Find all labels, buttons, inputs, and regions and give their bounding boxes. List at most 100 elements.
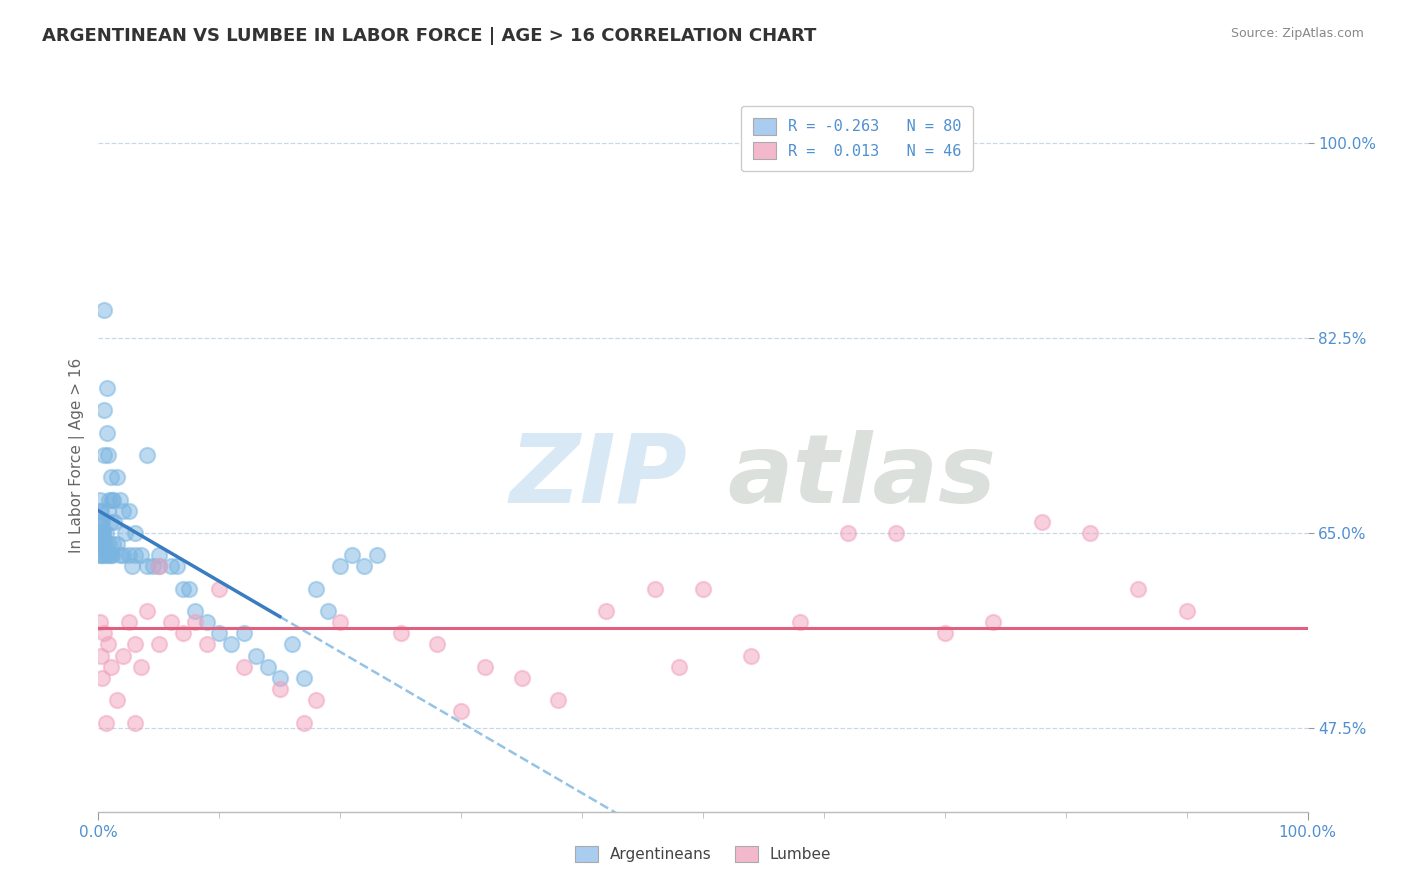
Y-axis label: In Labor Force | Age > 16: In Labor Force | Age > 16 <box>69 358 84 552</box>
Point <box>101 537 124 551</box>
Point <box>91 526 114 541</box>
Point <box>96 381 118 395</box>
Point <box>90 548 112 563</box>
Point <box>89 515 111 529</box>
Point <box>389 626 412 640</box>
Point <box>97 637 120 651</box>
Point <box>108 492 131 507</box>
Point <box>94 715 117 730</box>
Point <box>94 537 117 551</box>
Point <box>91 537 114 551</box>
Point <box>91 671 114 685</box>
Point <box>91 548 114 563</box>
Point <box>93 403 115 417</box>
Point <box>595 604 617 618</box>
Point <box>256 660 278 674</box>
Point <box>184 615 207 630</box>
Text: ZIP: ZIP <box>509 430 688 523</box>
Point <box>305 693 328 707</box>
Point <box>91 537 114 551</box>
Point <box>91 537 114 551</box>
Point <box>111 648 134 663</box>
Point <box>97 448 120 462</box>
Point <box>118 503 141 517</box>
Point <box>89 492 111 507</box>
Point <box>100 660 122 674</box>
Point <box>105 693 128 707</box>
Point <box>90 526 112 541</box>
Point <box>342 548 364 563</box>
Point <box>135 448 157 462</box>
Point <box>1128 582 1150 596</box>
Point <box>100 515 122 529</box>
Point <box>148 548 170 563</box>
Point <box>740 648 762 663</box>
Point <box>135 604 157 618</box>
Point <box>90 515 112 529</box>
Point <box>118 615 141 630</box>
Point <box>94 548 117 563</box>
Point <box>89 515 111 529</box>
Point <box>172 582 194 596</box>
Point <box>329 615 352 630</box>
Point <box>91 526 114 541</box>
Point <box>89 526 111 541</box>
Point <box>366 548 388 563</box>
Point <box>195 637 218 651</box>
Point <box>100 492 122 507</box>
Point <box>837 526 859 541</box>
Point <box>179 582 201 596</box>
Point <box>89 615 111 630</box>
Point <box>644 582 666 596</box>
Point <box>426 637 449 651</box>
Legend: Argentineans, Lumbee: Argentineans, Lumbee <box>568 839 838 868</box>
Point <box>124 637 146 651</box>
Point <box>981 615 1004 630</box>
Point <box>111 548 134 563</box>
Point <box>105 537 128 551</box>
Point <box>129 660 152 674</box>
Point <box>474 660 496 674</box>
Point <box>90 648 112 663</box>
Point <box>90 503 112 517</box>
Point <box>111 503 134 517</box>
Point <box>105 470 128 484</box>
Point <box>1078 526 1101 541</box>
Point <box>292 715 315 730</box>
Point <box>316 604 339 618</box>
Point <box>135 559 157 574</box>
Point <box>98 492 121 507</box>
Point <box>108 548 131 563</box>
Point <box>160 615 183 630</box>
Point <box>450 705 472 719</box>
Point <box>90 537 112 551</box>
Point <box>934 626 956 640</box>
Point <box>97 548 120 563</box>
Point <box>93 303 115 318</box>
Point <box>886 526 908 541</box>
Point <box>184 604 207 618</box>
Point <box>221 637 243 651</box>
Point <box>232 626 254 640</box>
Point <box>93 626 115 640</box>
Point <box>124 526 146 541</box>
Point <box>93 448 115 462</box>
Point <box>1031 515 1053 529</box>
Point <box>208 582 231 596</box>
Point <box>1175 604 1198 618</box>
Point <box>269 671 291 685</box>
Point <box>89 503 111 517</box>
Point <box>124 715 146 730</box>
Point <box>329 559 352 574</box>
Point <box>160 559 183 574</box>
Point <box>789 615 811 630</box>
Point <box>269 682 291 697</box>
Point <box>94 526 117 541</box>
Point <box>98 537 121 551</box>
Point <box>121 559 143 574</box>
Point <box>292 671 315 685</box>
Text: Source: ZipAtlas.com: Source: ZipAtlas.com <box>1230 27 1364 40</box>
Point <box>100 548 122 563</box>
Point <box>510 671 533 685</box>
Point <box>100 470 122 484</box>
